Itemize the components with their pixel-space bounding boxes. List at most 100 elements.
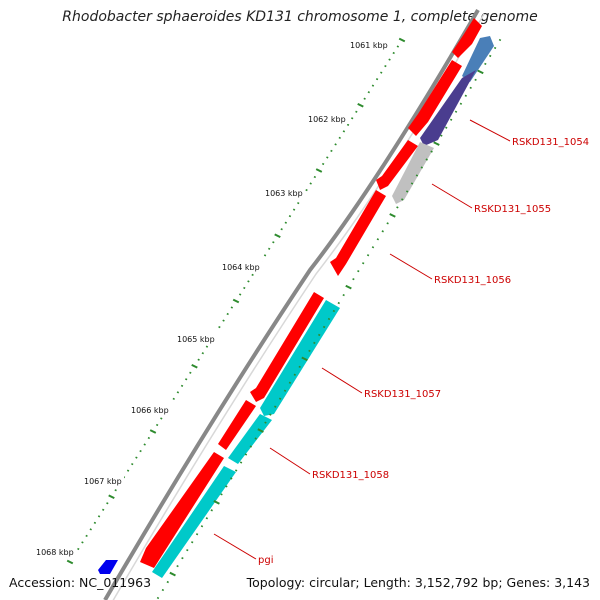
kbp-label: 1062 kbp [308,115,346,124]
inner-minor-tick [200,525,204,528]
major-tick [232,298,240,304]
gene-arrow-pgi[interactable] [152,466,236,578]
inner-major-tick [433,141,440,146]
minor-tick [263,254,267,257]
inner-minor-tick [264,421,267,424]
minor-tick [176,391,180,394]
gene-arrow-rskd131-1058[interactable] [228,414,272,464]
minor-tick [247,280,250,283]
inner-minor-tick [181,557,184,560]
minor-tick [243,286,246,290]
kbp-label-bg [263,186,305,198]
inner-minor-tick [225,485,228,488]
minor-tick [313,175,317,179]
minor-tick [147,436,151,440]
gene-arrow-rskd131-1054[interactable] [420,70,476,146]
inner-minor-tick [464,94,467,97]
gene-label-rskd131-1055[interactable]: RSKD131_1055 [474,204,551,215]
gene-arrow[interactable] [250,292,324,402]
kbp-label: 1064 kbp [222,263,260,272]
minor-tick [89,528,92,531]
gene-arrow[interactable] [330,190,386,276]
inner-minor-tick [308,349,311,353]
minor-tick [97,515,101,518]
gene-label-rskd131-1058[interactable]: RSKD131_1058 [312,470,389,481]
minor-tick [114,489,117,492]
genome-summary-text: Topology: circular; Length: 3,152,792 bp… [246,575,590,590]
kbp-label-bg [348,38,390,50]
inner-minor-tick [283,389,287,392]
leader-line [389,253,433,280]
inner-minor-tick [234,469,238,472]
minor-tick [284,221,287,224]
minor-tick [342,130,346,133]
minor-tick [197,358,200,361]
inner-minor-tick [440,134,443,137]
minor-tick [384,64,387,68]
inner-minor-tick [322,325,326,329]
gene-arrow[interactable] [140,452,224,568]
gene-label-rskd131-1056[interactable]: RSKD131_1056 [434,275,511,286]
feature-marker[interactable] [98,560,118,574]
minor-tick [143,443,146,446]
inner-major-tick [477,69,484,75]
inner-minor-tick [210,509,213,512]
inner-minor-tick [366,254,370,257]
inner-minor-tick [288,381,292,384]
minor-tick [330,149,333,153]
inner-minor-tick [230,477,233,480]
minor-tick [305,188,308,192]
inner-major-tick [389,213,396,218]
inner-minor-tick [249,445,253,448]
minor-tick [351,117,354,120]
gene-arrow-rskd131-1057[interactable] [260,300,340,416]
minor-tick [338,136,341,140]
minor-tick [363,97,366,100]
inner-minor-tick [342,293,345,297]
inner-minor-tick [489,54,492,58]
gene-label-rskd131-1054[interactable]: RSKD131_1054 [512,137,589,148]
inner-minor-tick [161,588,165,592]
inner-minor-tick [493,46,497,50]
minor-tick [135,456,138,459]
leader-lines [213,119,511,560]
gene-arrow-rskd131-1054-cap[interactable] [462,36,494,82]
minor-tick [392,51,395,55]
gene-label-rskd131-1057[interactable]: RSKD131_1057 [364,389,441,400]
kbp-label-bg [220,260,262,272]
inner-minor-tick [293,373,296,376]
leader-line [213,533,257,560]
minor-tick [77,547,80,551]
inner-minor-tick [474,78,477,81]
kbp-label-bg [175,332,217,344]
inner-minor-tick [371,246,375,249]
major-tick [274,233,281,239]
minor-tick [375,78,379,81]
forward-strand-track [140,18,482,568]
minor-tick [93,521,97,524]
inner-major-tick [213,500,220,505]
inner-minor-tick [376,238,380,241]
gene-arrow[interactable] [408,60,462,136]
leader-line [469,119,511,142]
leader-line [321,367,363,394]
minor-tick [367,91,370,94]
inner-minor-tick [327,317,331,321]
gene-arrow[interactable] [452,18,482,58]
gene-arrow[interactable] [218,400,256,450]
leader-line [269,447,311,475]
minor-tick [226,312,229,316]
minor-tick [131,462,134,466]
gene-arrow-rskd131-1055[interactable] [392,142,434,204]
gene-arrow[interactable] [376,140,418,190]
inner-minor-tick [156,596,160,600]
minor-tick [185,378,188,381]
gene-label-pgi[interactable]: pgi [258,555,273,566]
minor-tick [380,71,383,74]
major-tick [398,37,406,43]
minor-tick [106,502,109,505]
minor-tick [172,397,175,401]
kbp-label: 1063 kbp [265,189,303,198]
minor-tick [371,84,375,87]
